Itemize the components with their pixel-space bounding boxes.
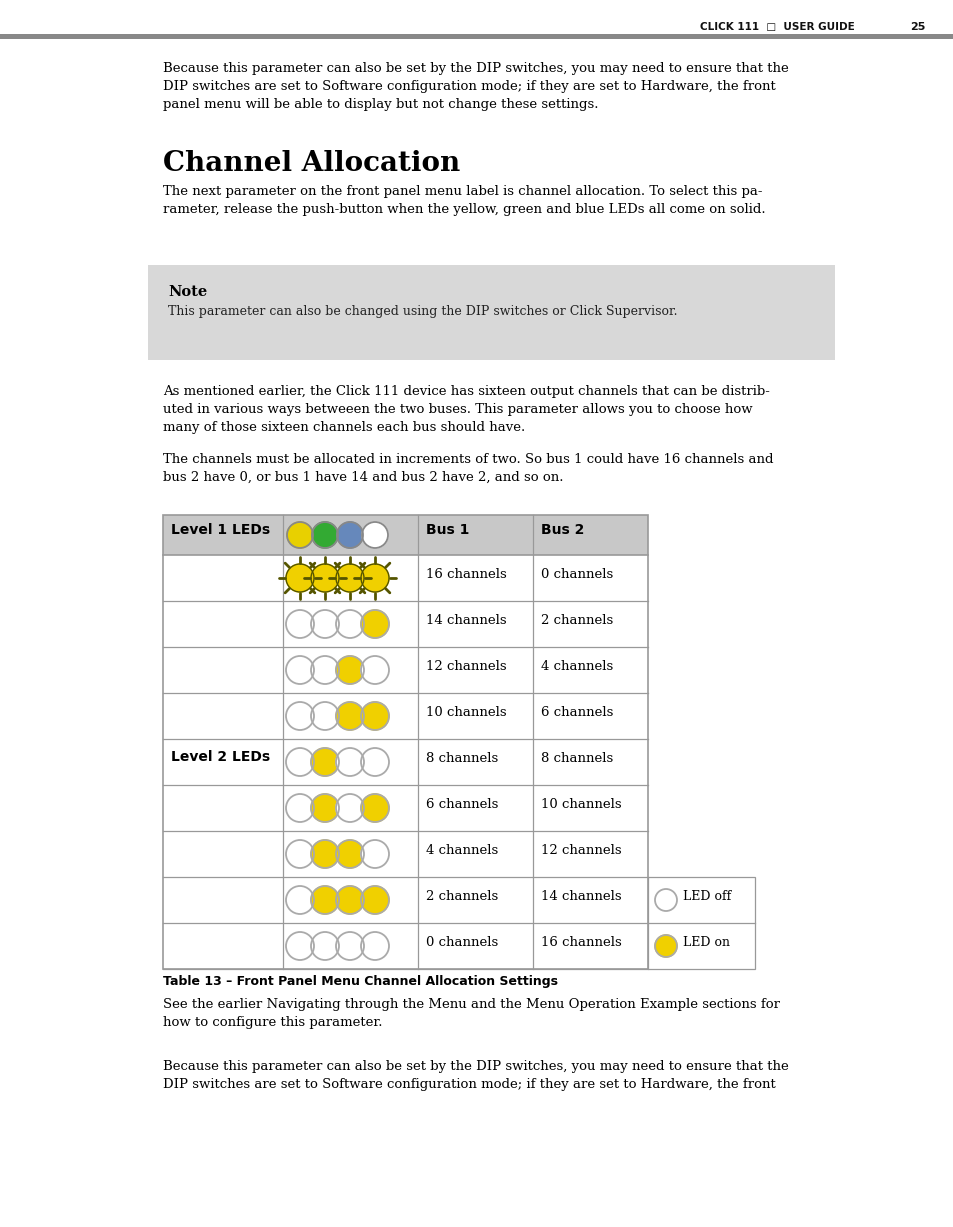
Text: 2 channels: 2 channels: [426, 890, 497, 903]
Text: The channels must be allocated in increments of two. So bus 1 could have 16 chan: The channels must be allocated in increm…: [163, 453, 773, 466]
Circle shape: [287, 521, 313, 548]
Circle shape: [655, 935, 677, 957]
Text: 12 channels: 12 channels: [540, 843, 621, 856]
Text: bus 2 have 0, or bus 1 have 14 and bus 2 have 2, and so on.: bus 2 have 0, or bus 1 have 14 and bus 2…: [163, 471, 563, 483]
Text: The next parameter on the front panel menu label is channel allocation. To selec: The next parameter on the front panel me…: [163, 185, 761, 198]
Circle shape: [335, 794, 364, 822]
Circle shape: [286, 610, 314, 638]
Circle shape: [286, 886, 314, 914]
Text: 8 channels: 8 channels: [540, 751, 613, 764]
Text: 0 channels: 0 channels: [426, 935, 497, 948]
Circle shape: [286, 748, 314, 775]
Bar: [163, 515, 647, 969]
Circle shape: [335, 656, 364, 683]
Text: CLICK 111  □  USER GUIDE: CLICK 111 □ USER GUIDE: [700, 22, 854, 32]
Text: Bus 1: Bus 1: [426, 523, 469, 537]
Circle shape: [360, 564, 389, 591]
Text: how to configure this parameter.: how to configure this parameter.: [163, 1016, 382, 1029]
Circle shape: [335, 564, 364, 591]
Text: Channel Allocation: Channel Allocation: [163, 150, 459, 177]
Text: 4 channels: 4 channels: [426, 843, 497, 856]
Text: DIP switches are set to Software configuration mode; if they are set to Hardware: DIP switches are set to Software configu…: [163, 80, 775, 93]
Bar: [148, 265, 834, 360]
Text: 14 channels: 14 channels: [426, 614, 506, 627]
Bar: [647, 877, 754, 969]
Text: 16 channels: 16 channels: [540, 935, 621, 948]
Text: 2 channels: 2 channels: [540, 614, 613, 627]
Circle shape: [360, 702, 389, 730]
Circle shape: [360, 840, 389, 867]
Text: As mentioned earlier, the Click 111 device has sixteen output channels that can : As mentioned earlier, the Click 111 devi…: [163, 385, 769, 398]
Circle shape: [335, 840, 364, 867]
Circle shape: [335, 886, 364, 914]
Circle shape: [335, 748, 364, 775]
Text: 0 channels: 0 channels: [540, 568, 613, 580]
Circle shape: [286, 656, 314, 683]
Text: rameter, release the push-button when the yellow, green and blue LEDs all come o: rameter, release the push-button when th…: [163, 202, 765, 216]
Circle shape: [336, 521, 363, 548]
Circle shape: [311, 656, 338, 683]
Text: DIP switches are set to Software configuration mode; if they are set to Hardware: DIP switches are set to Software configu…: [163, 1079, 775, 1091]
Bar: [163, 515, 647, 555]
Text: 4 channels: 4 channels: [540, 659, 613, 672]
Circle shape: [286, 564, 314, 591]
Circle shape: [360, 794, 389, 822]
Circle shape: [335, 610, 364, 638]
Circle shape: [311, 794, 338, 822]
Circle shape: [360, 610, 389, 638]
Text: Bus 2: Bus 2: [540, 523, 584, 537]
Text: 8 channels: 8 channels: [426, 751, 497, 764]
Bar: [0, 34, 953, 39]
Text: This parameter can also be changed using the DIP switches or Click Supervisor.: This parameter can also be changed using…: [168, 306, 677, 318]
Circle shape: [311, 564, 338, 591]
Circle shape: [360, 933, 389, 960]
Text: 12 channels: 12 channels: [426, 659, 506, 672]
Text: 10 channels: 10 channels: [540, 798, 621, 811]
Circle shape: [312, 521, 337, 548]
Text: See the earlier Navigating through the Menu and the Menu Operation Example secti: See the earlier Navigating through the M…: [163, 998, 780, 1011]
Text: Level 1 LEDs: Level 1 LEDs: [171, 523, 270, 537]
Text: Note: Note: [168, 285, 207, 299]
Circle shape: [311, 886, 338, 914]
Text: 10 channels: 10 channels: [426, 706, 506, 719]
Circle shape: [335, 933, 364, 960]
Circle shape: [311, 748, 338, 775]
Circle shape: [286, 702, 314, 730]
Text: panel menu will be able to display but not change these settings.: panel menu will be able to display but n…: [163, 98, 598, 110]
Bar: [163, 555, 647, 969]
Text: Table 13 – Front Panel Menu Channel Allocation Settings: Table 13 – Front Panel Menu Channel Allo…: [163, 975, 558, 988]
Circle shape: [311, 702, 338, 730]
Text: uted in various ways betweeen the two buses. This parameter allows you to choose: uted in various ways betweeen the two bu…: [163, 402, 752, 416]
Circle shape: [360, 748, 389, 775]
Text: Because this parameter can also be set by the DIP switches, you may need to ensu: Because this parameter can also be set b…: [163, 63, 788, 75]
Text: LED off: LED off: [682, 891, 731, 903]
Circle shape: [655, 890, 677, 910]
Text: Level 2 LEDs: Level 2 LEDs: [171, 750, 270, 764]
Circle shape: [360, 886, 389, 914]
Circle shape: [311, 840, 338, 867]
Text: 6 channels: 6 channels: [540, 706, 613, 719]
Circle shape: [360, 656, 389, 683]
Circle shape: [335, 702, 364, 730]
Circle shape: [286, 933, 314, 960]
Text: 25: 25: [909, 22, 924, 32]
Circle shape: [311, 933, 338, 960]
Circle shape: [361, 521, 388, 548]
Text: 14 channels: 14 channels: [540, 890, 621, 903]
Circle shape: [311, 610, 338, 638]
Text: many of those sixteen channels each bus should have.: many of those sixteen channels each bus …: [163, 421, 525, 434]
Text: Because this parameter can also be set by the DIP switches, you may need to ensu: Because this parameter can also be set b…: [163, 1060, 788, 1072]
Circle shape: [286, 840, 314, 867]
Text: LED on: LED on: [682, 936, 729, 950]
Text: 16 channels: 16 channels: [426, 568, 506, 580]
Text: 6 channels: 6 channels: [426, 798, 497, 811]
Circle shape: [286, 794, 314, 822]
